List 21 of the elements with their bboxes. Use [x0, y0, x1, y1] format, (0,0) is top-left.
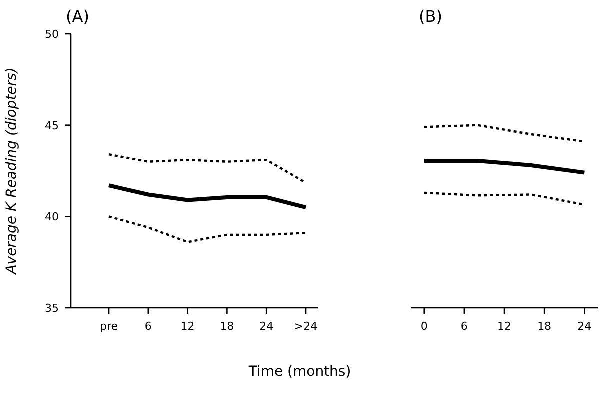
- y-tick-label: 50: [45, 28, 59, 41]
- x-tick-label: 12: [180, 320, 195, 333]
- y-axis-title: Average K Reading (diopters): [4, 68, 20, 276]
- x-tick-label: 12: [498, 320, 512, 333]
- y-tick-label: 45: [45, 119, 59, 132]
- x-tick-label: 24: [578, 320, 592, 333]
- x-tick-label: 0: [420, 320, 428, 333]
- x-tick-label: >24: [294, 320, 318, 333]
- x-tick-label: pre: [100, 320, 118, 333]
- x-tick-label: 6: [460, 320, 468, 333]
- line-series: [108, 216, 308, 244]
- y-tick-label: 35: [45, 302, 59, 315]
- chart-title: (B): [419, 7, 442, 26]
- chart-title: (A): [66, 7, 90, 26]
- y-tick-label: 40: [45, 210, 59, 224]
- x-tick-label: 18: [538, 320, 552, 333]
- line-series: [107, 184, 308, 210]
- x-tick-label: 18: [220, 320, 234, 333]
- x-axis-title: Time (months): [248, 364, 352, 380]
- x-tick-label: 24: [260, 320, 274, 333]
- x-tick-label: 6: [144, 320, 152, 333]
